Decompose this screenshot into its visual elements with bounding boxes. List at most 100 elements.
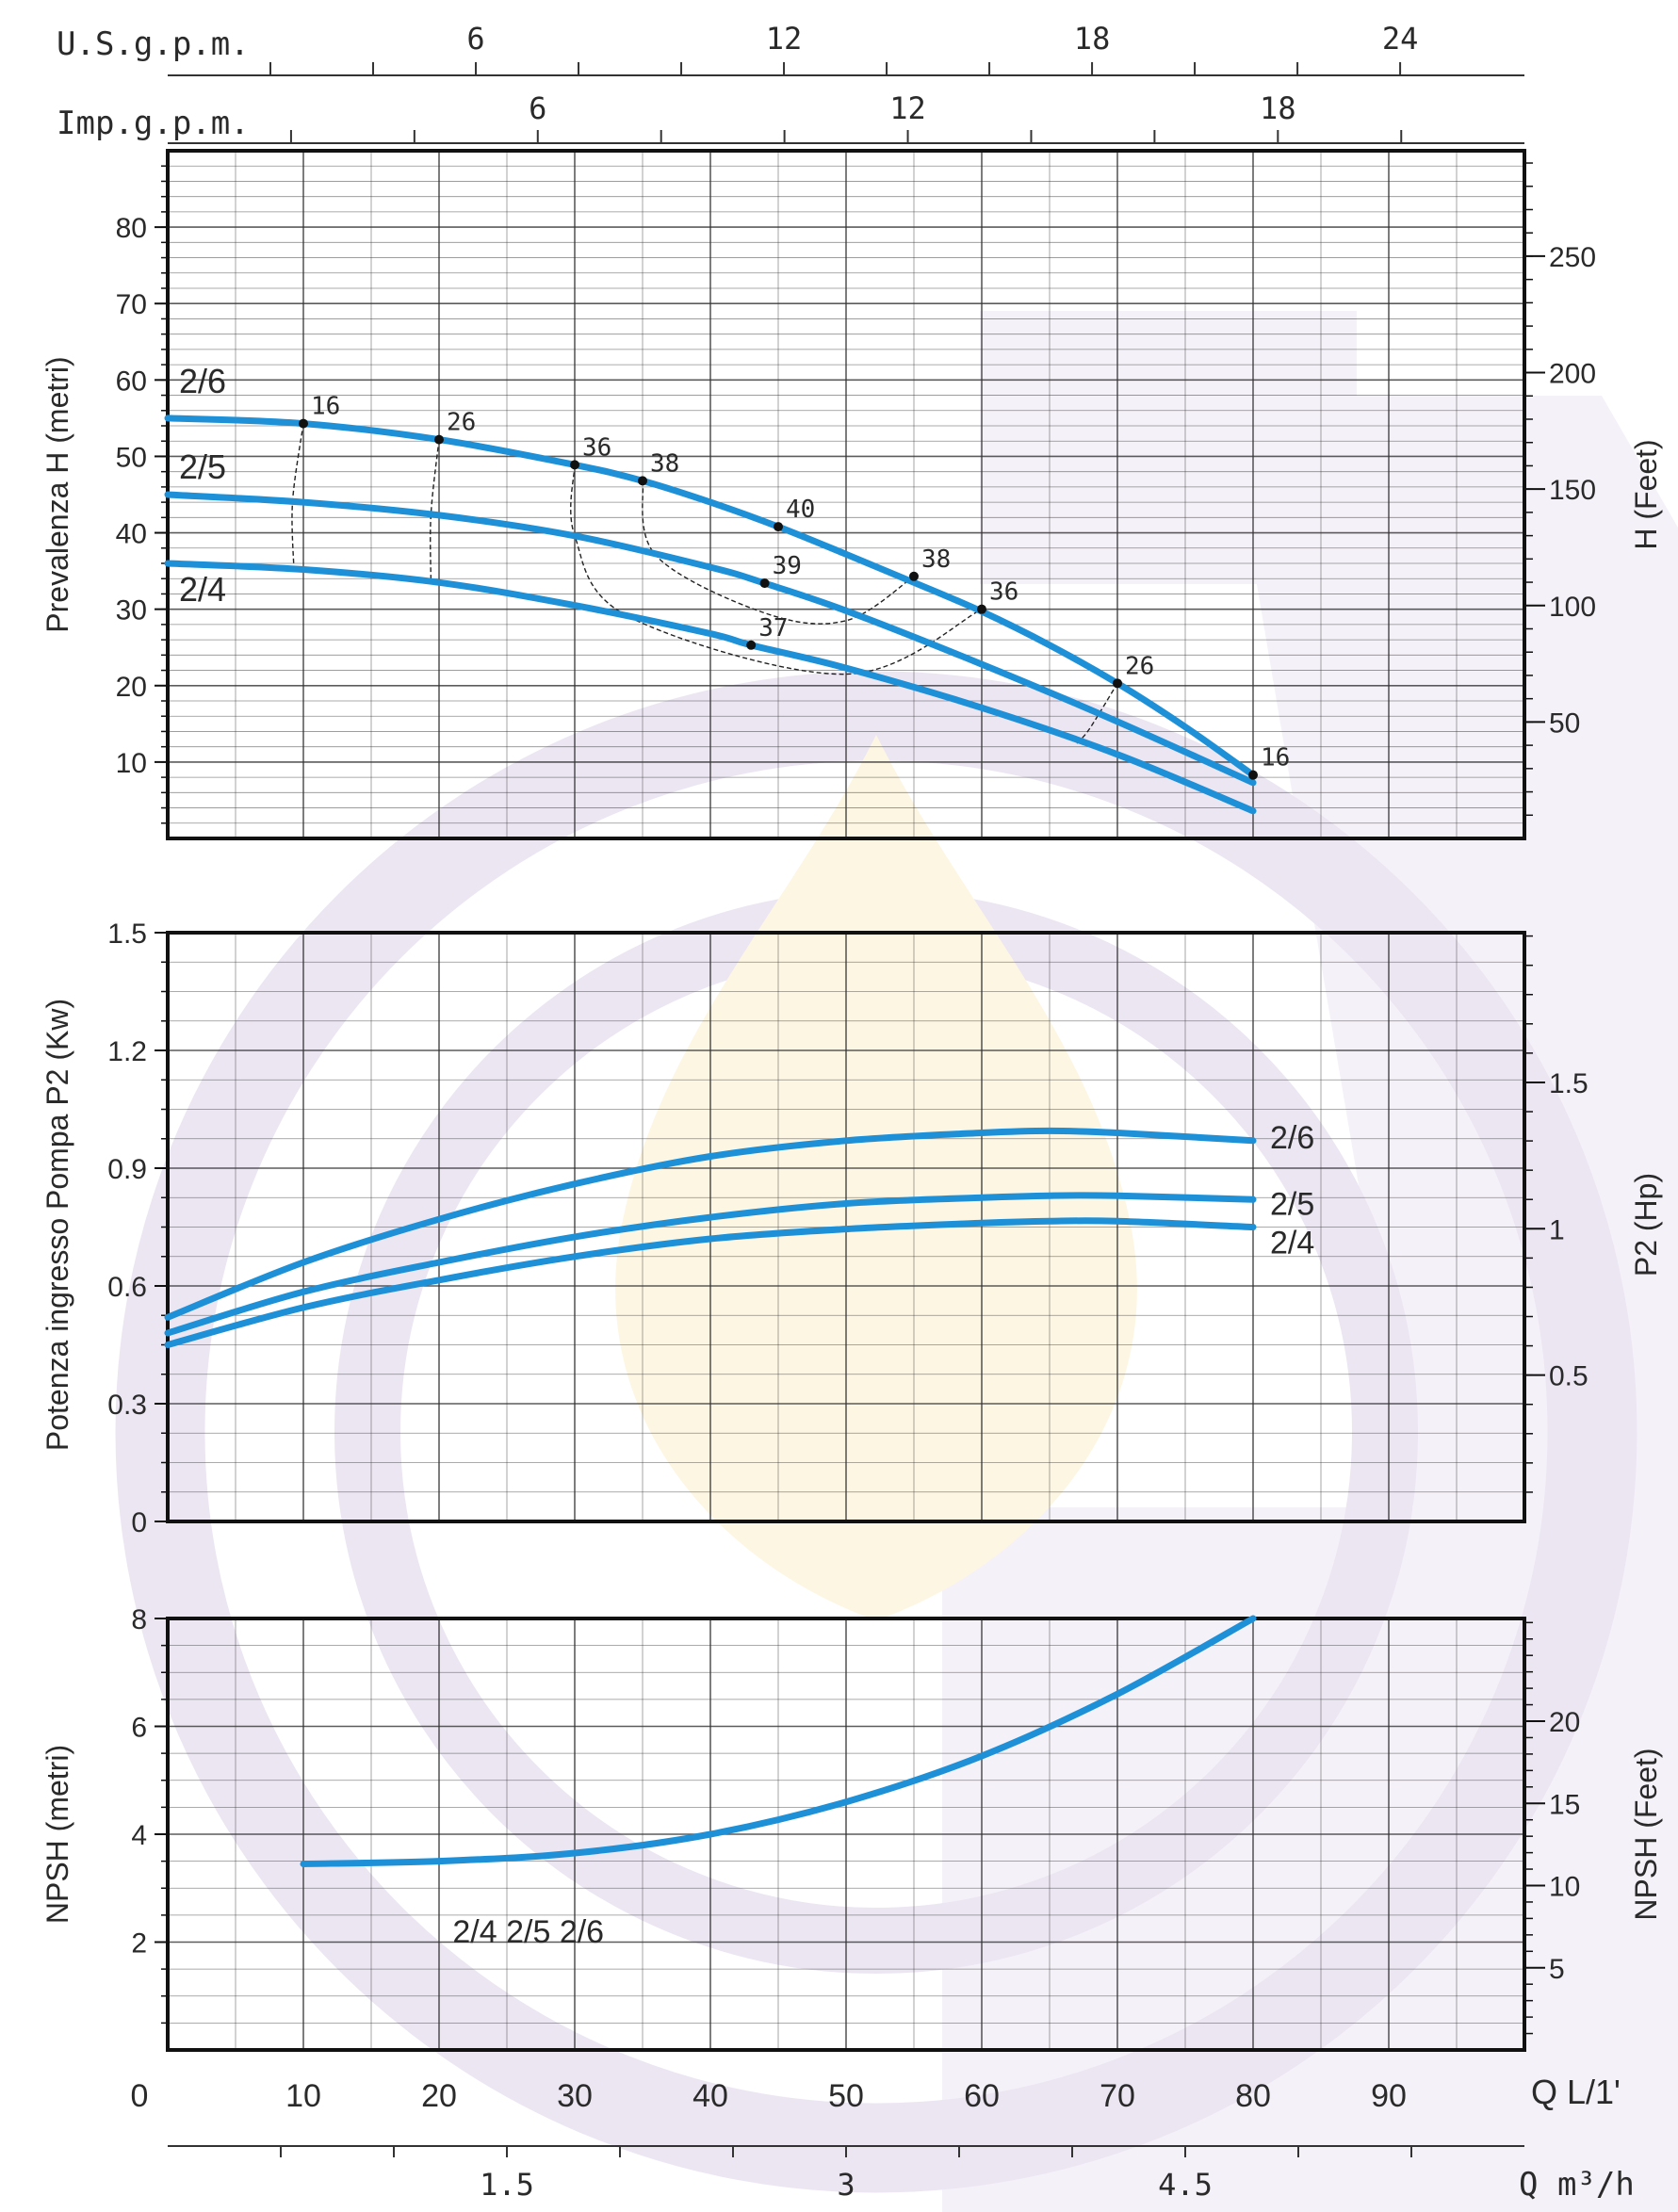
- series-label: 2/4 2/5 2/6: [452, 1914, 604, 1950]
- y2-axis-title: NPSH (Feet): [1629, 1748, 1663, 1920]
- efficiency-label: 38: [921, 545, 951, 574]
- q-lmin-tick-label: 50: [828, 2078, 864, 2114]
- grid: [168, 1618, 1524, 2050]
- y2-tick-label: 150: [1549, 475, 1596, 506]
- efficiency-point: [1248, 770, 1258, 780]
- series-label: 2/6: [1270, 1120, 1314, 1156]
- efficiency-point: [434, 434, 444, 445]
- q-lmin-axis: 0 10 20 30 40 50 60 70 80 90: [131, 2078, 1407, 2114]
- y2-tick-label: 200: [1549, 359, 1596, 390]
- efficiency-label: 39: [773, 552, 802, 580]
- y-tick-label: 30: [116, 595, 147, 626]
- y-tick-label: 6: [131, 1713, 147, 1744]
- q-m3h-axis: 1.5 3 4.5: [168, 2145, 1524, 2203]
- efficiency-point: [774, 522, 783, 532]
- efficiency-point: [746, 640, 757, 650]
- power-chart-panel: 0 0.3 0.6 0.9 1.2 1.5 0.5 1 1.5 Potenza ingresso …: [41, 919, 1663, 1538]
- q-lmin-tick-label: 0: [131, 2078, 149, 2114]
- series-label: 2/5: [179, 447, 226, 486]
- watermark-logo: [115, 311, 1678, 2212]
- q-lmin-tick-label: 10: [285, 2078, 321, 2114]
- y-tick-label: 1.5: [107, 919, 147, 950]
- efficiency-label: 26: [1125, 652, 1154, 680]
- efficiency-label: 38: [650, 449, 679, 478]
- series-line-2-4: [164, 1217, 1257, 1348]
- impgpm-tick-label: 6: [529, 90, 546, 126]
- q-lmin-tick-label: 80: [1235, 2078, 1271, 2114]
- grid: [168, 151, 1524, 838]
- q-m3h-tick-label: 1.5: [480, 2167, 534, 2203]
- efficiency-label: 16: [311, 393, 340, 421]
- y2-tick-label: 5: [1549, 1954, 1565, 1985]
- watermark-flame: [615, 735, 1137, 1620]
- efficiency-label: 26: [447, 409, 476, 437]
- q-m3h-tick-label: 3: [837, 2167, 855, 2203]
- q-m3h-tick-label: 4.5: [1158, 2167, 1213, 2203]
- y-tick-label: 40: [116, 519, 147, 550]
- efficiency-label: 36: [989, 578, 1018, 607]
- efficiency-isoline: [642, 480, 915, 625]
- y-tick-label: 50: [116, 442, 147, 473]
- q-m3h-scale-label: Q m³/h: [1519, 2166, 1635, 2204]
- efficiency-isoline: [430, 439, 440, 582]
- watermark-shape: [942, 311, 1678, 2212]
- impgpm-axis: 6 12 18: [168, 90, 1524, 144]
- npsh-chart-panel: 2 4 6 8 5 10 15 20 NPSH (metri) NPSH (Feet) 2/4 2/…: [41, 1604, 1663, 2052]
- y-tick-label: 4: [131, 1820, 147, 1851]
- efficiency-point: [977, 604, 986, 614]
- y2-tick-label: 20: [1549, 1707, 1580, 1738]
- usgpm-axis: 6 12 18 24: [168, 21, 1524, 76]
- efficiency-label: 40: [786, 496, 815, 524]
- y-tick-label: 70: [116, 289, 147, 320]
- y2-tick-label: 100: [1549, 592, 1596, 623]
- y2-axis-title: H (Feet): [1629, 439, 1663, 549]
- y-axis-title: Potenza ingresso Pompa P2 (Kw): [41, 999, 74, 1451]
- series-line-2-6: [164, 1127, 1257, 1321]
- efficiency-label: 36: [582, 433, 611, 462]
- y-axis-title: Prevalenza H (metri): [41, 356, 74, 632]
- impgpm-scale-label: Imp.g.p.m.: [57, 105, 250, 142]
- q-lmin-tick-label: 20: [421, 2078, 457, 2114]
- series-line-2-4: [164, 560, 1257, 815]
- series-label: 2/5: [1270, 1186, 1314, 1222]
- usgpm-tick-label: 24: [1382, 21, 1419, 57]
- y2-tick-label: 1: [1549, 1214, 1565, 1245]
- efficiency-point: [1113, 678, 1122, 689]
- top-scales: U.S.g.p.m. Imp.g.p.m. 6 12 18 24 6 12 18: [57, 21, 1524, 144]
- series-line-2-5: [164, 491, 1257, 787]
- q-lmin-scale-label: Q L/1': [1531, 2073, 1621, 2111]
- series-label: 2/4: [179, 570, 226, 609]
- y-tick-label: 20: [116, 672, 147, 703]
- y-tick-label: 60: [116, 366, 147, 397]
- y-tick-label: 8: [131, 1604, 147, 1635]
- y2-tick-label: 250: [1549, 242, 1596, 273]
- efficiency-point: [570, 460, 579, 470]
- y2-tick-label: 15: [1549, 1789, 1580, 1820]
- usgpm-tick-label: 18: [1074, 21, 1111, 57]
- y2-tick-label: 1.5: [1549, 1068, 1588, 1099]
- usgpm-tick-label: 6: [466, 21, 484, 57]
- efficiency-point: [299, 418, 308, 429]
- y2-tick-label: 10: [1549, 1872, 1580, 1903]
- bottom-scales: 0 10 20 30 40 50 60 70 80 90 Q L/1' 1.5 3 4.5 Q m³/…: [131, 2073, 1635, 2204]
- series-label: 2/4: [1270, 1226, 1314, 1261]
- y-tick-label: 2: [131, 1928, 147, 1960]
- y-tick-label: 10: [116, 748, 147, 779]
- efficiency-point: [909, 571, 919, 581]
- y-tick-label: 0.9: [107, 1154, 147, 1185]
- y2-tick-label: 0.5: [1549, 1361, 1588, 1392]
- q-lmin-tick-label: 30: [557, 2078, 593, 2114]
- efficiency-label: 37: [758, 614, 788, 642]
- usgpm-scale-label: U.S.g.p.m.: [57, 25, 250, 63]
- q-lmin-tick-label: 60: [964, 2078, 1000, 2114]
- q-lmin-tick-label: 40: [692, 2078, 728, 2114]
- head-chart-panel: 10 20 30 40 50 60 70 80 50 100 150 200 250 Prevalenza…: [41, 149, 1663, 840]
- series-line-2-5: [164, 1192, 1257, 1337]
- impgpm-tick-label: 18: [1260, 90, 1296, 126]
- y2-tick-label: 50: [1549, 708, 1580, 739]
- efficiency-point: [638, 476, 647, 486]
- y2-axis-title: P2 (Hp): [1629, 1173, 1663, 1277]
- y-tick-label: 80: [116, 213, 147, 244]
- efficiency-label: 16: [1261, 744, 1290, 773]
